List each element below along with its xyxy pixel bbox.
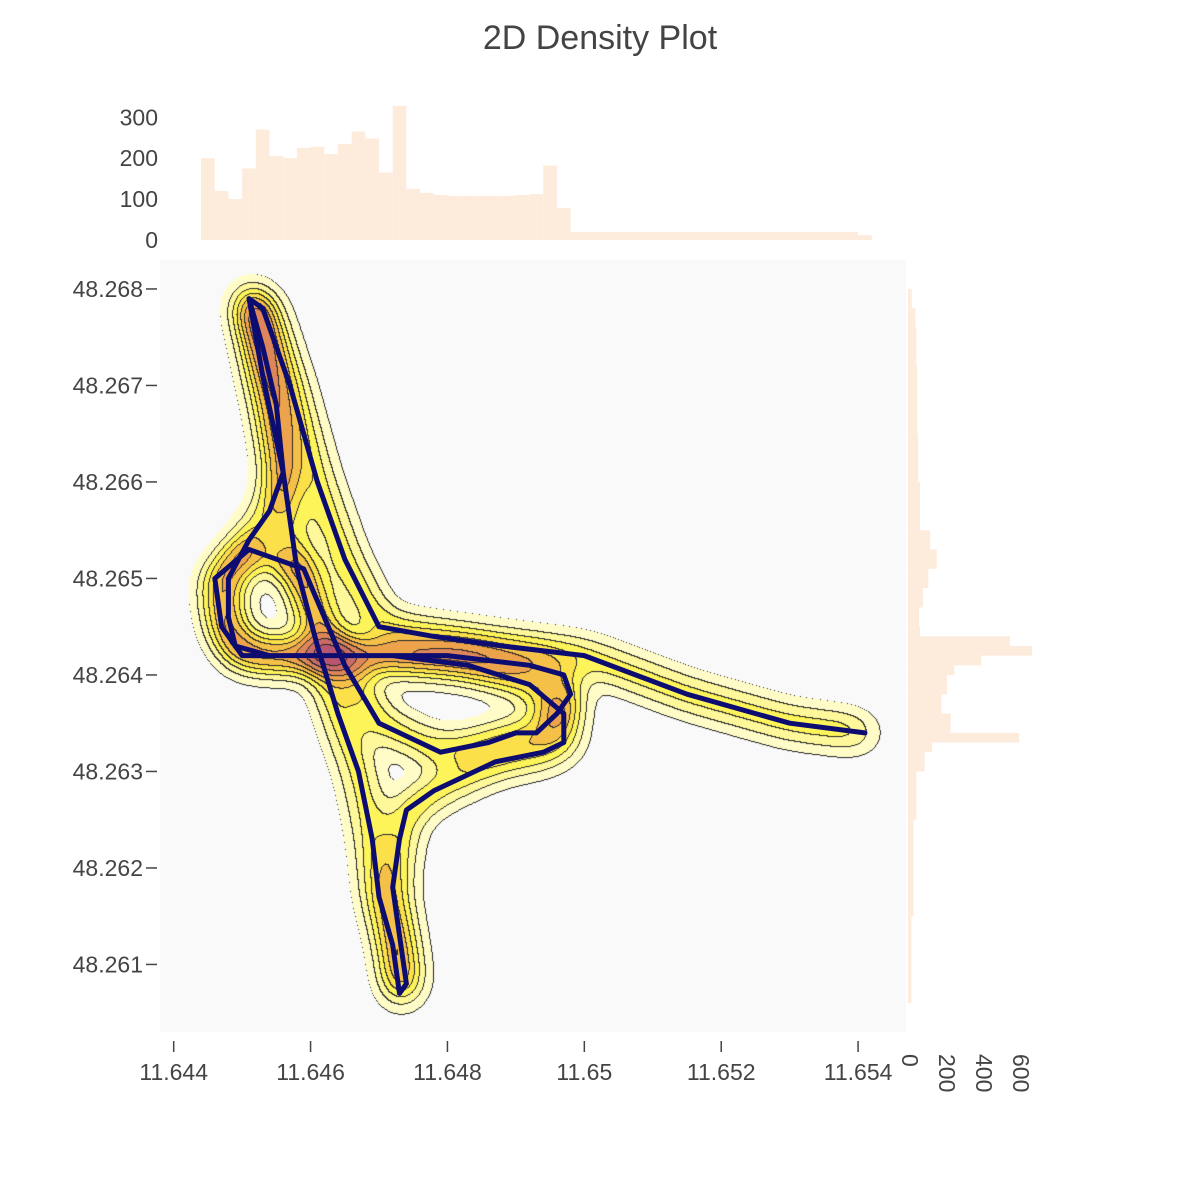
y-marginal-histogram [908, 288, 1033, 1004]
x-histogram-bar [556, 208, 571, 240]
x-tick-label: 11.654 [824, 1059, 893, 1085]
x-histogram-bar [488, 195, 503, 240]
x-histogram-bar [529, 194, 544, 240]
y-histogram-bar [908, 433, 919, 482]
y-histogram-bar [908, 530, 931, 550]
x-histogram-bar [447, 195, 462, 240]
y-histogram-bar [908, 626, 921, 637]
x-histogram-bar [420, 192, 434, 240]
x-tick-label: 11.648 [413, 1059, 482, 1085]
density-contours [160, 260, 906, 1032]
x-histogram-bar [214, 190, 229, 240]
x-histogram-bar [584, 231, 790, 240]
y-histogram-bar [908, 665, 955, 675]
y-tick-label: 48.268 [73, 276, 143, 302]
y-histogram-bar [908, 588, 923, 608]
y-histogram-bar [908, 732, 1020, 743]
x-histogram-bar [296, 147, 311, 240]
y-histogram-bar [908, 646, 1033, 656]
x-histogram-bar [269, 156, 284, 240]
y-tick-label: 48.262 [73, 855, 143, 881]
x-histogram-bar [201, 158, 215, 240]
y-histogram-bar [908, 694, 942, 714]
x-histogram-bar [461, 195, 475, 240]
y-histogram-bar [908, 636, 1010, 646]
x-histogram-tick-label: 0 [145, 227, 158, 253]
track-line [212, 296, 868, 996]
y-histogram-bar [908, 771, 917, 820]
y-axis: 48.261 48.262 48.263 48.264 48.265 48.266 48.2… [73, 276, 157, 977]
x-histogram-bar [406, 188, 421, 240]
x-tick-label: 11.644 [139, 1059, 208, 1085]
y-histogram-bar [908, 607, 920, 627]
x-histogram-bar [392, 105, 407, 241]
x-tick-label: 11.652 [687, 1059, 756, 1085]
x-histogram-bar [351, 131, 366, 240]
x-tick-label: 11.65 [556, 1059, 612, 1085]
y-histogram-tick-label: 0 [897, 1054, 923, 1067]
x-histogram-bar [255, 129, 270, 240]
x-histogram-bar [228, 199, 243, 240]
y-histogram-bar [908, 713, 951, 733]
y-histogram-tick-label: 400 [971, 1054, 997, 1092]
y-histogram-bar [908, 327, 917, 367]
y-histogram-bar [908, 819, 914, 917]
y-histogram-bar [908, 742, 933, 753]
x-histogram-bar [515, 195, 530, 240]
x-histogram-tick-label: 100 [120, 186, 158, 212]
y-histogram-bar [908, 568, 929, 589]
x-histogram-bar [365, 138, 380, 240]
track-layer [212, 296, 868, 996]
x-histogram-tick-label: 200 [120, 145, 158, 171]
y-tick-label: 48.266 [73, 469, 143, 495]
x-histogram-axis: 0 100 200 300 [120, 104, 158, 253]
x-histogram-bar [379, 172, 393, 240]
y-histogram-bar [908, 752, 925, 772]
chart-title: 2D Density Plot [483, 19, 718, 57]
x-histogram-bar [242, 168, 256, 240]
y-histogram-bar [908, 549, 937, 569]
y-histogram-axis: 0 200 400 600 [897, 1054, 1034, 1092]
x-histogram-bar [570, 231, 585, 240]
x-histogram-tick-label: 300 [120, 104, 158, 130]
y-histogram-bar [908, 288, 912, 309]
y-histogram-bar [908, 674, 947, 695]
x-histogram-bar [474, 195, 489, 240]
density-surface [160, 260, 906, 1032]
x-histogram-bar [858, 235, 872, 240]
x-histogram-bar [789, 231, 859, 240]
x-marginal-histogram [201, 105, 872, 241]
y-histogram-bar [908, 481, 921, 531]
y-tick-label: 48.267 [73, 372, 143, 398]
x-histogram-bar [433, 195, 448, 240]
y-histogram-tick-label: 600 [1008, 1054, 1034, 1092]
y-histogram-tick-label: 200 [934, 1054, 960, 1092]
x-axis: 11.644 11.646 11.648 11.65 11.652 11.654 [139, 1041, 893, 1085]
x-histogram-bar [283, 158, 297, 240]
y-histogram-bar [908, 366, 918, 434]
y-tick-label: 48.261 [73, 951, 143, 977]
x-histogram-bar [324, 154, 338, 240]
y-tick-label: 48.265 [73, 565, 143, 591]
y-tick-label: 48.263 [73, 758, 143, 784]
x-histogram-bar [543, 165, 557, 240]
y-histogram-bar [908, 655, 982, 666]
x-histogram-bar [502, 195, 516, 240]
y-histogram-bar [908, 916, 912, 1004]
y-tick-label: 48.264 [73, 662, 144, 688]
x-histogram-bar [337, 143, 352, 240]
x-tick-label: 11.646 [276, 1059, 345, 1085]
x-histogram-bar [310, 146, 325, 240]
y-histogram-bar [908, 308, 916, 328]
